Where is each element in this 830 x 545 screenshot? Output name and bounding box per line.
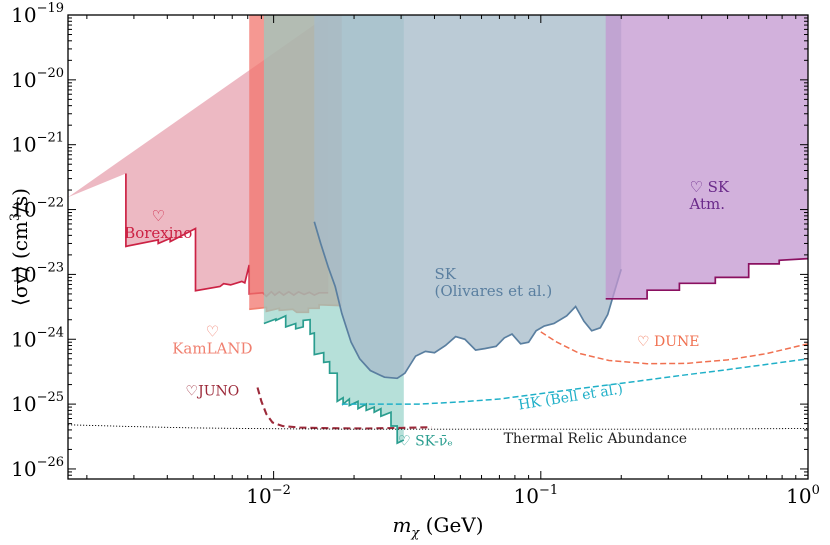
x-tick-label: 100 [786, 483, 820, 508]
label-hk: HK (Bell et al.) [517, 381, 624, 413]
label-kamland: ♡ KamLAND [172, 323, 252, 358]
region-sk-olivares-et-al-fill [314, 15, 622, 379]
curve-labels: ♡ Borexino ♡ KamLAND ♡JUNO ♡ SK-ν̄ₑ SK (Olivare… [124, 178, 730, 449]
axis-ticks: 10−2 10−1 100 10−26 10−25 10−24 10−23 10−22 10−2… [11, 1, 820, 508]
label-borexino: ♡ Borexino [124, 207, 192, 242]
label-thermal-relic: Thermal Relic Abundance [504, 431, 688, 447]
curve-juno [256, 387, 432, 430]
projection-curves [68, 331, 808, 430]
y-tick-label: 10−22 [11, 196, 64, 222]
label-sk-olivares: SK (Olivares et al.) [434, 265, 552, 300]
region-sk-olivares-et-al-edge [313, 221, 623, 380]
label-juno: ♡JUNO [186, 384, 240, 400]
exclusion-regions [68, 15, 808, 445]
region-sk-atm-fill [605, 15, 808, 299]
y-tick-label: 10−26 [11, 455, 64, 481]
label-sk-anti-nu-e: ♡ SK-ν̄ₑ [398, 433, 453, 449]
x-tick-label: 10−1 [513, 483, 558, 508]
curve-thermal-relic-abundance [68, 424, 808, 430]
label-dune: ♡ DUNE [637, 334, 700, 350]
curve-dune [540, 331, 808, 365]
y-tick-label: 10−20 [11, 66, 64, 92]
x-axis-label: mχ (GeV) [392, 513, 483, 541]
plot-frame [67, 14, 809, 480]
y-tick-label: 10−23 [11, 260, 64, 286]
region-sk-anti-nu-e-edge [263, 314, 405, 445]
y-tick-label: 10−24 [11, 325, 64, 351]
y-axis-label: ⟨σv⟩ (cm3/s) [8, 188, 32, 306]
region-sk-atm-edge [605, 257, 808, 300]
y-tick-label: 10−21 [11, 131, 64, 157]
label-sk-atm: ♡ SK Atm. [688, 178, 729, 213]
y-tick-label: 10−25 [11, 390, 64, 416]
x-tick-label: 10−2 [246, 483, 291, 508]
y-tick-label: 10−19 [11, 1, 64, 27]
